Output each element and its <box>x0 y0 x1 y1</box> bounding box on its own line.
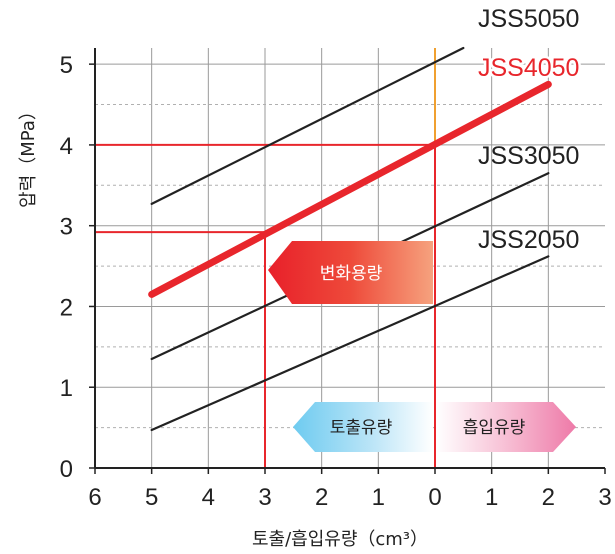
y-tick-label: 5 <box>60 52 73 79</box>
axes: 6 5 4 3 2 1 0 1 2 3 0 1 2 3 4 5 토출/흡입유량（cm³） 압력（MPa） <box>18 48 612 550</box>
series-lines <box>148 46 552 432</box>
variable-capacity-label: 변화용량 <box>320 264 383 284</box>
y-tick-label: 1 <box>60 375 73 402</box>
y-tick-label: 0 <box>60 456 73 483</box>
series-label-jss3050: JSS3050 <box>478 142 579 170</box>
x-tick-label: 2 <box>542 484 555 511</box>
suction-flow-label: 흡입유량 <box>463 418 526 438</box>
y-tick-label: 3 <box>60 214 73 241</box>
discharge-flow-label: 토출유량 <box>330 418 393 438</box>
x-tick-label: 2 <box>315 484 328 511</box>
x-tick-label: 0 <box>428 484 441 511</box>
y-tick-label: 4 <box>60 133 73 160</box>
y-axis-title: 압력（MPa） <box>18 102 39 208</box>
series-line-jss5050 <box>150 46 465 205</box>
x-tick-label: 1 <box>485 484 498 511</box>
series-label-halo: JSS4050 <box>478 54 579 82</box>
x-tick-label: 3 <box>598 484 611 511</box>
y-tick-label: 2 <box>60 294 73 321</box>
x-tick-label: 5 <box>145 484 158 511</box>
suction-flow-arrow <box>436 402 576 452</box>
series-label-jss4050: JSS4050 <box>478 54 579 82</box>
series-line-jss4050 <box>148 80 552 298</box>
x-tick-label: 6 <box>88 484 101 511</box>
variable-capacity-arrow <box>268 241 433 304</box>
x-tick-label: 1 <box>372 484 385 511</box>
x-tick-label: 4 <box>202 484 215 511</box>
x-axis-title: 토출/흡입유량（cm³） <box>252 529 428 550</box>
x-tick-label: 3 <box>258 484 271 511</box>
series-line-jss2050 <box>150 255 550 432</box>
series-label-jss5050: JSS5050 <box>478 5 579 33</box>
discharge-flow-arrow <box>293 402 433 452</box>
series-label-jss2050: JSS2050 <box>478 226 579 254</box>
